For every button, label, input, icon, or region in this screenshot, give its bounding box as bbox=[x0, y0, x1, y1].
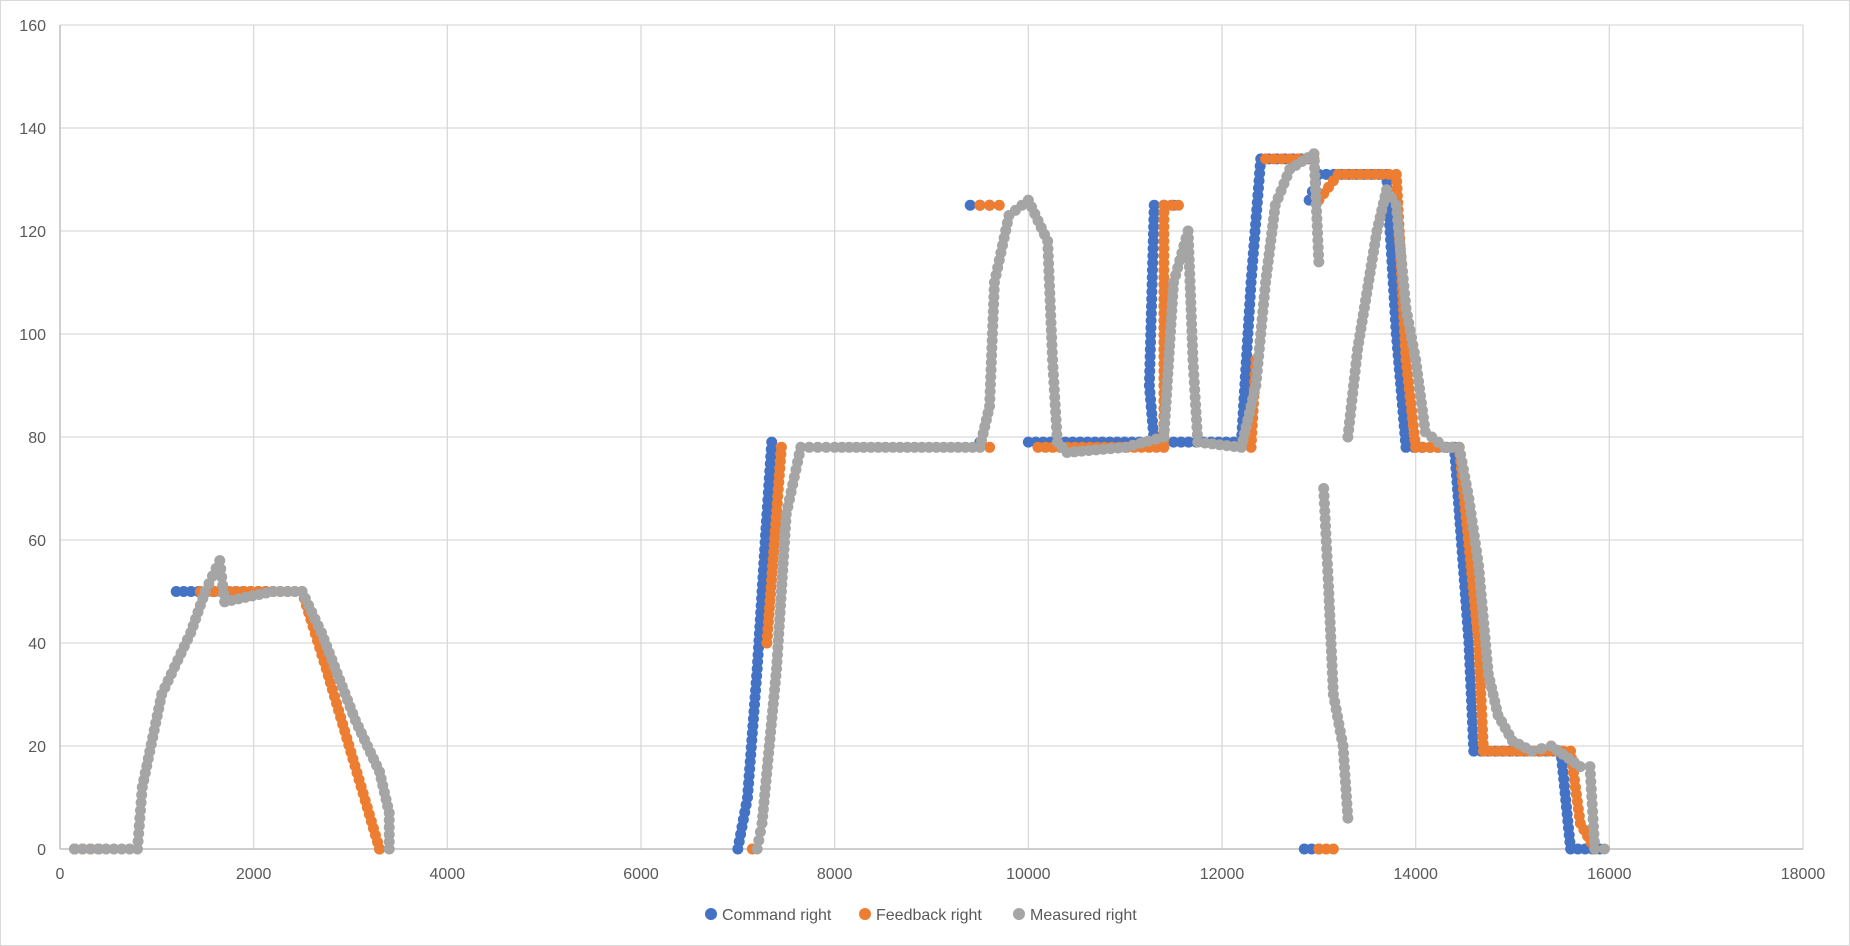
data-point bbox=[1536, 743, 1548, 755]
x-tick-label: 18000 bbox=[1781, 866, 1826, 883]
data-point bbox=[92, 843, 104, 855]
legend-item: Command right bbox=[705, 907, 832, 924]
y-tick-label: 120 bbox=[19, 224, 46, 241]
data-point bbox=[383, 843, 395, 855]
axes bbox=[59, 25, 1803, 850]
legend-marker bbox=[705, 908, 717, 920]
x-tick-label: 14000 bbox=[1393, 866, 1438, 883]
data-point bbox=[753, 834, 765, 846]
data-point bbox=[766, 436, 778, 448]
y-tick-label: 160 bbox=[19, 18, 46, 35]
data-point bbox=[974, 199, 986, 211]
x-tick-label: 10000 bbox=[1006, 866, 1051, 883]
data-point bbox=[751, 843, 763, 855]
legend-item: Feedback right bbox=[859, 907, 982, 924]
x-tick-label: 2000 bbox=[236, 866, 272, 883]
data-point bbox=[1342, 812, 1354, 824]
data-point bbox=[1175, 436, 1187, 448]
data-point bbox=[374, 843, 386, 855]
data-point bbox=[1598, 843, 1610, 855]
data-point bbox=[1168, 436, 1180, 448]
data-point bbox=[754, 826, 766, 838]
data-point bbox=[984, 199, 996, 211]
y-tick-label: 100 bbox=[19, 327, 46, 344]
data-point bbox=[1172, 199, 1184, 211]
legend: Command right Feedback right Measured righ… bbox=[705, 907, 1137, 924]
legend-label: Measured right bbox=[1030, 907, 1137, 924]
series-measured-right bbox=[69, 148, 1610, 855]
data-point bbox=[108, 843, 120, 855]
x-tick-label: 8000 bbox=[817, 866, 853, 883]
legend-marker bbox=[1013, 908, 1025, 920]
data-point bbox=[1268, 153, 1280, 165]
data-point bbox=[812, 441, 824, 453]
data-point bbox=[1313, 256, 1325, 268]
data-point bbox=[216, 571, 228, 583]
y-tick-label: 20 bbox=[28, 739, 46, 756]
data-point bbox=[1183, 436, 1195, 448]
data-point bbox=[218, 588, 230, 600]
legend-marker bbox=[859, 908, 871, 920]
data-point bbox=[1260, 153, 1272, 165]
data-point bbox=[69, 843, 81, 855]
y-axis-tick-labels: 0 20 40 60 80 100 120 140 160 bbox=[19, 18, 46, 859]
data-point bbox=[984, 441, 996, 453]
data-point bbox=[993, 199, 1005, 211]
x-axis-tick-labels: 0 2000 4000 6000 8000 10000 12000 14000 16000 180… bbox=[56, 866, 1826, 883]
data-point bbox=[1574, 761, 1586, 773]
x-tick-label: 16000 bbox=[1587, 866, 1632, 883]
data-point bbox=[1327, 843, 1339, 855]
data-point bbox=[1276, 153, 1288, 165]
data-point bbox=[1320, 168, 1332, 180]
x-tick-label: 4000 bbox=[430, 866, 466, 883]
data-point bbox=[100, 843, 112, 855]
data-point bbox=[820, 441, 832, 453]
data-point bbox=[217, 579, 229, 591]
x-tick-label: 6000 bbox=[623, 866, 659, 883]
data-point bbox=[214, 555, 226, 567]
data-points bbox=[69, 148, 1610, 855]
x-tick-label: 12000 bbox=[1200, 866, 1245, 883]
x-tick-label: 0 bbox=[56, 866, 65, 883]
legend-label: Command right bbox=[722, 907, 832, 924]
data-point bbox=[116, 843, 128, 855]
data-point bbox=[76, 843, 88, 855]
data-point bbox=[1526, 745, 1538, 757]
data-point bbox=[964, 199, 976, 211]
data-point bbox=[1148, 199, 1160, 211]
data-point bbox=[215, 563, 227, 575]
y-tick-label: 40 bbox=[28, 636, 46, 653]
data-point bbox=[1158, 441, 1170, 453]
gridlines bbox=[60, 24, 1804, 849]
data-point bbox=[795, 441, 807, 453]
legend-label: Feedback right bbox=[876, 907, 982, 924]
legend-item: Measured right bbox=[1013, 907, 1137, 924]
y-tick-label: 140 bbox=[19, 121, 46, 138]
y-tick-label: 0 bbox=[37, 842, 46, 859]
data-point bbox=[803, 441, 815, 453]
data-point bbox=[124, 843, 136, 855]
data-point bbox=[84, 843, 96, 855]
data-point bbox=[775, 441, 787, 453]
y-tick-label: 60 bbox=[28, 533, 46, 550]
y-tick-label: 80 bbox=[28, 430, 46, 447]
data-point bbox=[1400, 441, 1412, 453]
data-point bbox=[1589, 843, 1601, 855]
